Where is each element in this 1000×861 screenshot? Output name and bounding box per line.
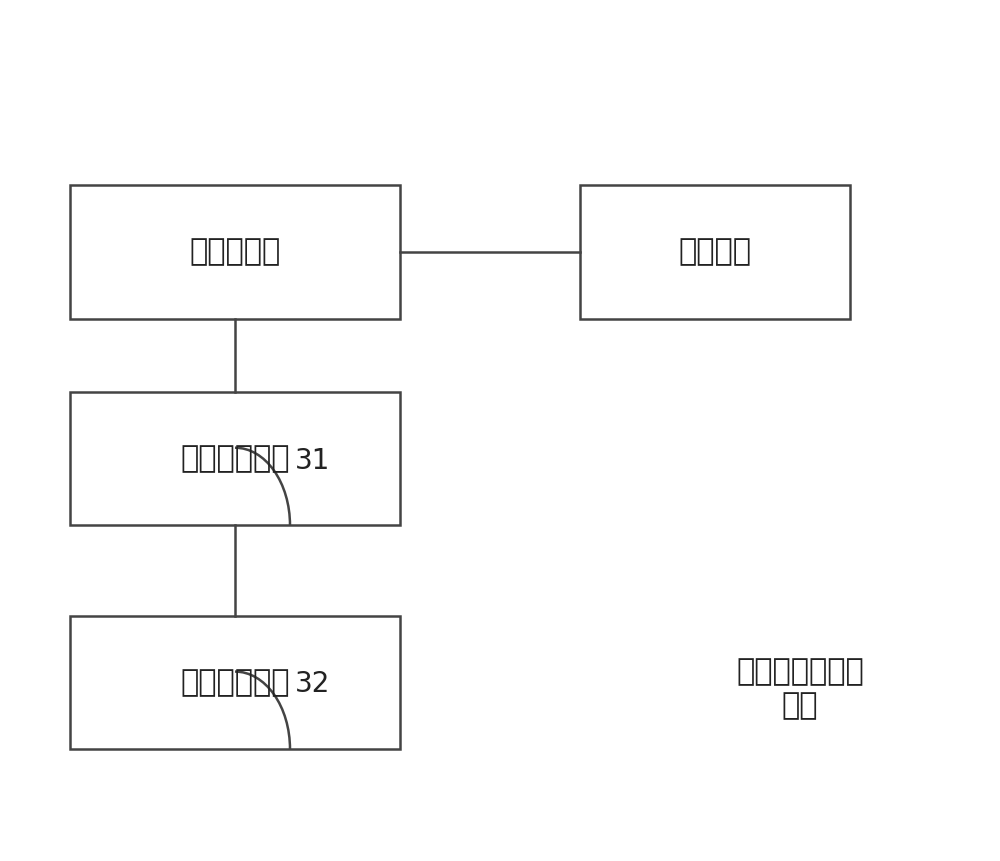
Text: 内燃动车组用内
燃机: 内燃动车组用内 燃机 <box>736 658 864 720</box>
Text: 冷却控制器: 冷却控制器 <box>189 238 281 266</box>
Text: 内燃机传感器: 内燃机传感器 <box>180 668 290 697</box>
Bar <box>580 185 850 319</box>
Text: 31: 31 <box>295 447 330 474</box>
Text: 内燃机控制器: 内燃机控制器 <box>180 444 290 473</box>
Bar <box>70 392 400 525</box>
Text: 32: 32 <box>295 671 330 698</box>
Text: 冷却风机: 冷却风机 <box>678 238 752 266</box>
Bar <box>70 185 400 319</box>
Bar <box>70 616 400 749</box>
